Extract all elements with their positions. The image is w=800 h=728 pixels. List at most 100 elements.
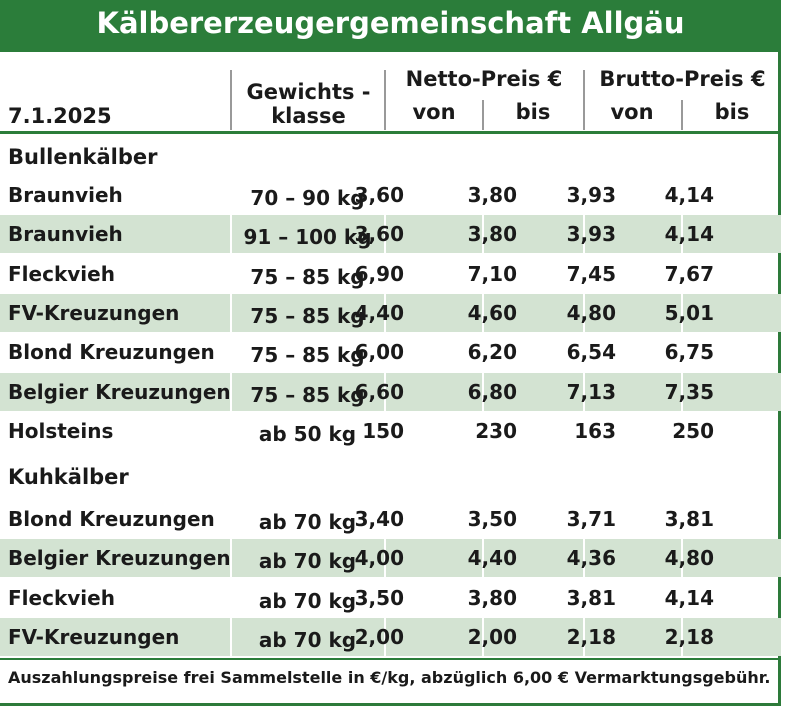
column-divider [230,255,232,293]
header-divider [482,100,484,130]
column-divider [482,255,484,293]
brutto-bis-price: 7,67 [664,262,714,286]
weight-class: 75 – 85 kg [250,383,365,407]
column-divider [681,215,683,253]
brutto-von-price: 3,93 [566,183,616,207]
column-divider [230,500,232,538]
brutto-bis-price: 4,14 [664,183,714,207]
column-divider [482,176,484,214]
netto-bis-price: 3,80 [467,586,517,610]
column-divider [384,412,386,450]
column-divider [482,579,484,617]
netto-bis-price: 6,20 [467,340,517,364]
brutto-von-price: 3,71 [566,507,616,531]
netto-bis-price: 3,50 [467,507,517,531]
weight-class: ab 50 kg [258,422,357,446]
netto-bis-header: bis [515,100,551,124]
header-divider [230,70,232,130]
breed-name: FV-Kreuzungen [8,301,180,325]
netto-von-price: 6,60 [354,380,404,404]
netto-von-price: 150 [362,419,404,443]
weight-class: 70 – 90 kg [250,186,365,210]
column-divider [230,412,232,450]
netto-bis-price: 2,00 [467,625,517,649]
weight-class: ab 70 kg [258,628,357,652]
table-row: Fleckvieh ab 70 kg 3,50 3,80 3,81 4,14 [0,579,781,617]
breed-name: FV-Kreuzungen [8,625,180,649]
table-row: Belgier Kreuzungen ab 70 kg 4,00 4,40 4,36 4,… [0,539,781,577]
brutto-bis-header: bis [714,100,750,124]
header-divider [583,70,585,130]
brutto-bis-price: 4,14 [664,586,714,610]
column-divider [384,579,386,617]
netto-bis-price: 4,60 [467,301,517,325]
table-row: FV-Kreuzungen 75 – 85 kg 4,40 4,60 4,80 5,01 [0,294,781,332]
column-divider [583,500,585,538]
brutto-bis-price: 6,75 [664,340,714,364]
table-row: Belgier Kreuzungen 75 – 85 kg 6,60 6,80 7,13… [0,373,781,411]
column-divider [384,500,386,538]
breed-name: Blond Kreuzungen [8,340,215,364]
netto-von-price: 4,40 [354,301,404,325]
brutto-bis-price: 7,35 [664,380,714,404]
column-divider [482,215,484,253]
netto-bis-price: 3,80 [467,183,517,207]
brutto-von-header: von [610,100,654,124]
column-divider [583,294,585,332]
brutto-von-price: 2,18 [566,625,616,649]
section-heading: Kuhkälber [8,465,129,489]
column-divider [583,255,585,293]
breed-name: Braunvieh [8,222,123,246]
column-divider [482,618,484,656]
column-divider [583,412,585,450]
netto-von-header: von [412,100,456,124]
column-divider [230,579,232,617]
column-divider [681,373,683,411]
header-divider [681,100,683,130]
date-label: 7.1.2025 [8,104,112,128]
column-divider [230,333,232,371]
netto-von-price: 6,00 [354,340,404,364]
column-divider [482,333,484,371]
brutto-von-price: 163 [574,419,616,443]
column-divider [681,255,683,293]
column-divider [384,294,386,332]
brutto-von-price: 4,36 [566,546,616,570]
weight-class: ab 70 kg [258,589,357,613]
column-divider [482,373,484,411]
column-divider [681,333,683,371]
column-divider [384,176,386,214]
netto-bis-price: 3,80 [467,222,517,246]
column-divider [583,215,585,253]
page-title: Kälbererzeugergemeinschaft Allgäu [96,6,685,40]
brutto-von-price: 6,54 [566,340,616,364]
table-row: Blond Kreuzungen 75 – 85 kg 6,00 6,20 6,54 6,… [0,333,781,371]
brutto-bis-price: 4,14 [664,222,714,246]
column-divider [681,294,683,332]
column-divider [583,373,585,411]
column-divider [681,579,683,617]
table-row: Fleckvieh 75 – 85 kg 6,90 7,10 7,45 7,67 [0,255,781,293]
weight-class: 75 – 85 kg [250,343,365,367]
column-divider [681,618,683,656]
brutto-von-price: 3,93 [566,222,616,246]
column-divider [583,579,585,617]
breed-name: Belgier Kreuzungen [8,380,231,404]
column-divider [482,412,484,450]
table-row: Holsteins ab 50 kg 150 230 163 250 [0,412,781,450]
column-divider [482,294,484,332]
brutto-bis-price: 3,81 [664,507,714,531]
column-divider [583,333,585,371]
column-divider [384,333,386,371]
weight-class: 75 – 85 kg [250,265,365,289]
brutto-von-price: 7,13 [566,380,616,404]
column-divider [230,539,232,577]
breed-name: Fleckvieh [8,262,115,286]
netto-von-price: 2,00 [354,625,404,649]
breed-name: Blond Kreuzungen [8,507,215,531]
column-divider [482,539,484,577]
table-frame [0,0,781,706]
column-divider [681,500,683,538]
netto-bis-price: 6,80 [467,380,517,404]
header-rule [0,131,781,134]
